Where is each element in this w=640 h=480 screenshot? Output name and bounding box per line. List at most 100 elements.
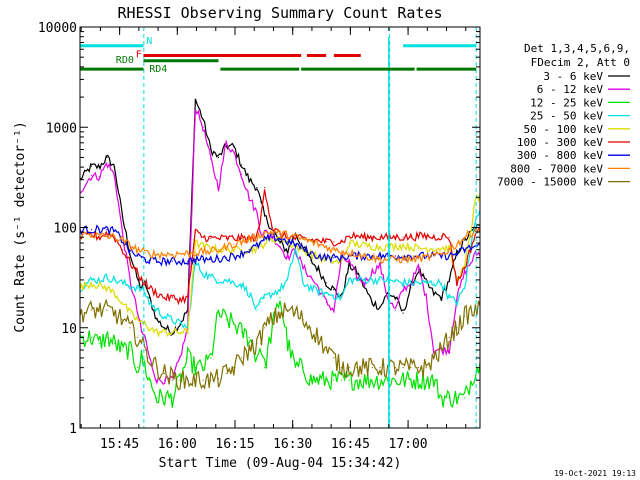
data-point	[202, 126, 204, 128]
data-point	[379, 367, 381, 369]
data-point	[121, 349, 123, 351]
data-point	[264, 327, 266, 329]
data-point	[240, 331, 243, 333]
data-point	[114, 174, 116, 177]
data-point	[140, 250, 143, 252]
x-tick-label: 16:30	[273, 437, 312, 452]
data-point	[433, 379, 435, 381]
data-point	[464, 266, 466, 268]
data-point	[464, 397, 466, 399]
data-point	[364, 282, 366, 284]
data-point	[164, 327, 166, 329]
data-point	[379, 246, 381, 248]
data-point	[387, 379, 389, 381]
data-point	[137, 279, 139, 281]
series-line-3-6-kev	[79, 98, 481, 337]
data-point	[410, 255, 412, 257]
data-point	[317, 290, 320, 293]
data-point	[340, 241, 343, 243]
data-point	[433, 349, 435, 351]
data-point	[202, 236, 204, 238]
data-point	[387, 279, 389, 281]
data-point	[256, 245, 258, 247]
data-point	[225, 142, 227, 144]
data-point	[448, 255, 450, 257]
data-point	[364, 287, 366, 289]
data-point	[171, 260, 173, 262]
data-point	[90, 282, 93, 284]
data-point	[394, 258, 396, 261]
data-point	[129, 279, 131, 281]
data-point	[371, 245, 373, 247]
data-point	[121, 282, 123, 284]
data-point	[114, 166, 116, 168]
data-point	[137, 367, 139, 369]
data-point	[271, 239, 273, 241]
legend-entry-label: 100 - 300 keV	[517, 136, 603, 149]
data-point	[98, 166, 100, 168]
data-point	[233, 323, 235, 325]
data-point	[260, 336, 262, 339]
data-point	[164, 397, 166, 399]
data-point	[137, 312, 139, 314]
data-point	[340, 297, 343, 299]
data-point	[310, 252, 312, 255]
data-point	[210, 247, 212, 249]
series-line-6-12-kev	[79, 109, 481, 385]
data-point	[402, 236, 404, 238]
data-point	[256, 212, 258, 214]
data-point	[187, 357, 189, 359]
data-point	[248, 249, 250, 251]
data-point	[129, 250, 131, 252]
data-point	[287, 250, 289, 252]
data-point	[260, 242, 262, 244]
data-point	[98, 228, 100, 230]
data-point	[260, 201, 262, 203]
data-point	[148, 301, 150, 303]
data-point	[202, 379, 204, 381]
data-point	[217, 237, 220, 239]
data-point	[379, 258, 381, 261]
data-point	[256, 247, 258, 249]
data-point	[140, 289, 143, 291]
data-point	[448, 397, 450, 399]
data-point	[98, 309, 100, 311]
data-point	[302, 319, 304, 321]
data-point	[106, 336, 108, 339]
data-point	[410, 379, 412, 381]
data-point	[233, 249, 235, 251]
data-point	[210, 237, 212, 239]
data-point	[233, 237, 235, 239]
data-point	[394, 297, 396, 299]
data-point	[148, 259, 150, 261]
data-point	[148, 252, 150, 255]
data-point	[233, 367, 235, 369]
data-point	[302, 238, 304, 240]
data-point	[144, 282, 146, 284]
data-point	[325, 379, 327, 381]
x-tick-label: 16:00	[158, 437, 197, 452]
data-point	[387, 297, 389, 299]
data-point	[121, 249, 123, 251]
data-point	[294, 367, 296, 369]
data-point	[144, 367, 146, 369]
data-point	[271, 231, 273, 233]
data-point	[340, 261, 343, 263]
data-point	[217, 249, 220, 251]
series-line-12-25-kev	[79, 300, 481, 409]
data-point	[417, 255, 420, 257]
data-point	[156, 367, 158, 369]
y-tick-label: 10	[61, 322, 77, 337]
data-point	[256, 187, 258, 189]
data-point	[310, 287, 312, 289]
data-point	[448, 236, 450, 238]
data-point	[240, 249, 243, 251]
data-point	[156, 319, 158, 321]
y-axis-label: Count Rate (s⁻¹ detector⁻¹)	[13, 121, 28, 332]
data-point	[164, 379, 166, 381]
data-point	[302, 282, 304, 284]
data-point	[179, 299, 181, 301]
data-point	[148, 379, 150, 381]
data-point	[387, 367, 389, 369]
data-point	[90, 309, 93, 311]
